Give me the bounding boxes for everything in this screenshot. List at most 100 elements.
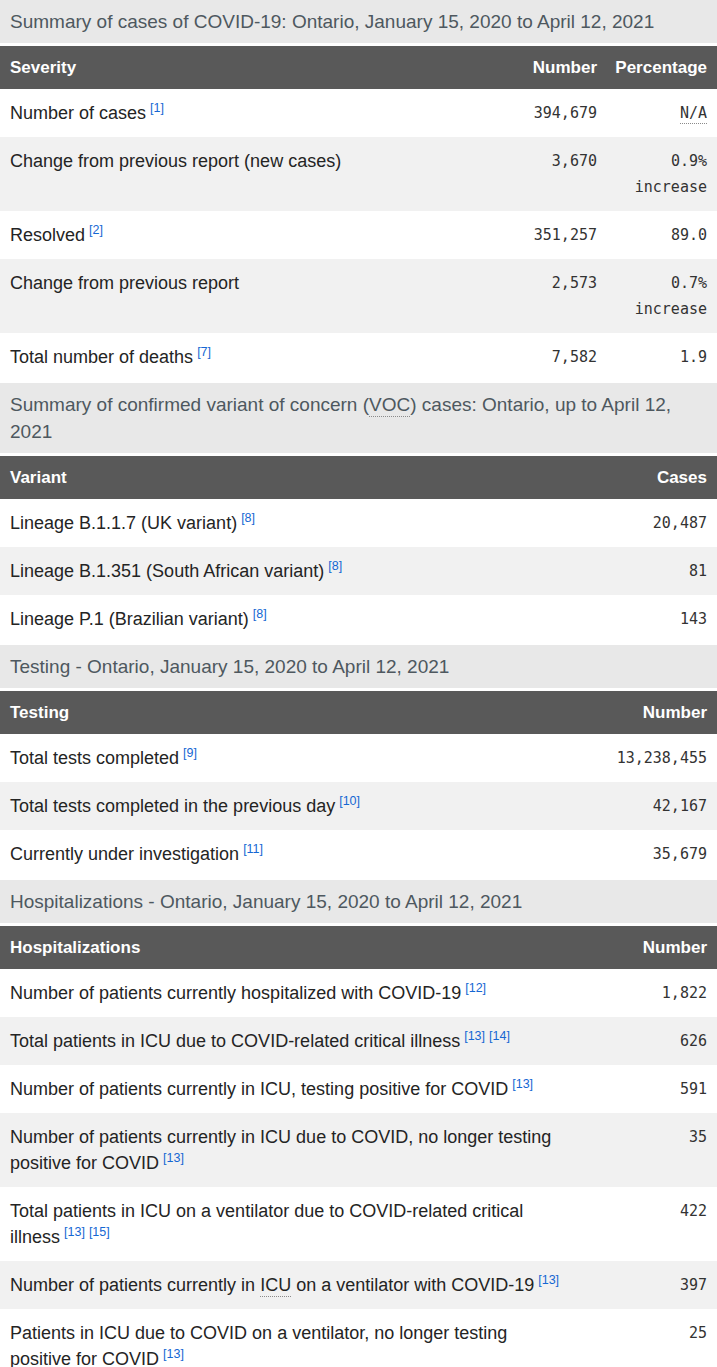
row-label-text: Number of cases xyxy=(10,103,146,123)
percentage-line: 0.7% xyxy=(597,270,707,296)
table-body: Number of patients currently hospitalize… xyxy=(0,969,717,1367)
row-label: Total patients in ICU due to COVID-relat… xyxy=(10,1028,577,1054)
value-percentage: 0.9%increase xyxy=(597,148,707,200)
footnote-ref[interactable]: [2] xyxy=(89,223,103,237)
footnote-ref[interactable]: [13] xyxy=(64,1225,85,1239)
footnote-ref[interactable]: [12] xyxy=(465,981,486,995)
column-header: Number xyxy=(577,700,707,725)
footnote-ref[interactable]: [8] xyxy=(253,607,267,621)
row-label: Patients in ICU due to COVID on a ventil… xyxy=(10,1320,577,1367)
hospitalizations-table: Hospitalizations - Ontario, January 15, … xyxy=(0,880,717,1367)
footnote-ref[interactable]: [1] xyxy=(150,101,164,115)
percentage-line: N/A xyxy=(597,100,707,126)
table-header-row: HospitalizationsNumber xyxy=(0,926,717,969)
value-number: 7,582 xyxy=(492,344,597,370)
row-label: Total tests completed [9] xyxy=(10,745,577,771)
value-number: 1,822 xyxy=(577,980,707,1006)
covid-summary-page: Summary of cases of COVID-19: Ontario, J… xyxy=(0,0,717,1367)
row-label-text: on a ventilator with COVID-19 xyxy=(291,1275,534,1295)
footnote-ref[interactable]: [13] xyxy=(163,1347,184,1361)
row-label-text: Total tests completed xyxy=(10,748,179,768)
percentage-line: 0.9% xyxy=(597,148,707,174)
table-caption: Testing - Ontario, January 15, 2020 to A… xyxy=(0,645,717,688)
percentage-text: 0.9% xyxy=(671,152,707,170)
table-row: Number of cases[1]394,679N/A xyxy=(0,89,717,137)
table-row: Patients in ICU due to COVID on a ventil… xyxy=(0,1309,717,1367)
table-row: Total patients in ICU due to COVID-relat… xyxy=(0,1017,717,1065)
value-number: 2,573 xyxy=(492,270,597,296)
value-number: 42,167 xyxy=(577,793,707,819)
value-percentage: 1.9 xyxy=(597,344,707,370)
table-header-row: SeverityNumberPercentage xyxy=(0,46,717,89)
row-label: Lineage B.1.1.7 (UK variant)[8] xyxy=(10,510,577,536)
table-body: Number of cases[1]394,679N/AChange from … xyxy=(0,89,717,381)
row-label-text: Total patients in ICU due to COVID-relat… xyxy=(10,1031,460,1051)
row-label-text: Lineage B.1.351 (South African variant) xyxy=(10,561,324,581)
column-header: Cases xyxy=(577,465,707,490)
value-number: 626 xyxy=(577,1028,707,1054)
value-number: 422 xyxy=(577,1198,707,1224)
row-label-text: Change from previous report xyxy=(10,273,239,293)
footnote-ref[interactable]: [8] xyxy=(241,511,255,525)
row-label: Lineage P.1 (Brazilian variant) [8] xyxy=(10,606,577,632)
value-number: 35,679 xyxy=(577,841,707,867)
table-row: Resolved [2] 351,25789.0 xyxy=(0,211,717,259)
row-label: Currently under investigation [11] xyxy=(10,841,577,867)
table-row: Change from previous report 2,5730.7% incr… xyxy=(0,259,717,333)
table-row: Lineage P.1 (Brazilian variant)[8]143 xyxy=(0,595,717,643)
row-label-text: Currently under investigation xyxy=(10,844,239,864)
caption-text: Summary of cases of COVID-19: Ontario, J… xyxy=(10,11,654,32)
table-caption: Hospitalizations - Ontario, January 15, … xyxy=(0,880,717,923)
footnote-ref[interactable]: [13] xyxy=(464,1029,485,1043)
table-body: Total tests completed[9]13,238,455Total … xyxy=(0,734,717,878)
value-percentage: N/A xyxy=(597,100,707,126)
column-header: Number xyxy=(577,935,707,960)
percentage-line: increase xyxy=(597,296,707,322)
row-label-text: Number of patients currently in xyxy=(10,1275,260,1295)
percentage-line: 89.0 xyxy=(597,222,707,248)
row-label-text: Total number of deaths xyxy=(10,347,193,367)
row-label: Number of patients currently in ICU on a… xyxy=(10,1272,577,1298)
footnote-ref[interactable]: [15] xyxy=(89,1225,110,1239)
table-row: Currently under investigation [11] 35,679 xyxy=(0,830,717,878)
table-row: Number of patients currently in ICU, tes… xyxy=(0,1065,717,1113)
value-number: 81 xyxy=(577,558,707,584)
row-label-text: Lineage P.1 (Brazilian variant) xyxy=(10,609,249,629)
table-header-row: TestingNumber xyxy=(0,691,717,734)
row-label: Number of cases [1] xyxy=(10,100,492,126)
table-row: Number of patients currently in ICU on a… xyxy=(0,1261,717,1309)
table-row: Number of patients currently in ICU due … xyxy=(0,1113,717,1187)
footnote-ref[interactable]: [14] xyxy=(489,1029,510,1043)
cases-summary-table: Summary of cases of COVID-19: Ontario, J… xyxy=(0,0,717,381)
footnote-ref[interactable]: [11] xyxy=(243,842,263,856)
row-label: Total tests completed in the previous da… xyxy=(10,793,577,819)
footnote-ref[interactable]: [13] xyxy=(163,1151,184,1165)
row-label-text: Number of patients currently in ICU due … xyxy=(10,1127,551,1173)
percentage-text: increase xyxy=(635,300,707,318)
footnote-ref[interactable]: [9] xyxy=(183,746,197,760)
column-header: Number xyxy=(492,55,597,80)
column-header: Percentage xyxy=(597,55,707,80)
footnote-ref[interactable]: [13] xyxy=(538,1273,559,1287)
footnote-ref[interactable]: [8] xyxy=(328,559,342,573)
row-label: Change from previous report (new cases) xyxy=(10,148,492,174)
table-row: Lineage B.1.1.7 (UK variant)[8]20,487 xyxy=(0,499,717,547)
table-row: Total tests completed[9]13,238,455 xyxy=(0,734,717,782)
row-label: Number of patients currently hospitalize… xyxy=(10,980,577,1006)
table-caption: Summary of cases of COVID-19: Ontario, J… xyxy=(0,0,717,43)
row-label: Change from previous report xyxy=(10,270,492,296)
table-row: Lineage B.1.351 (South African variant) [… xyxy=(0,547,717,595)
column-header: Testing xyxy=(10,700,577,725)
footnote-ref[interactable]: [10] xyxy=(339,794,360,808)
value-number: 591 xyxy=(577,1076,707,1102)
value-number: 351,257 xyxy=(492,222,597,248)
abbr-term: N/A xyxy=(680,104,707,124)
table-row: Change from previous report (new cases)3… xyxy=(0,137,717,211)
row-label-text: Number of patients currently hospitalize… xyxy=(10,983,461,1003)
abbr-term: VOC xyxy=(369,394,410,417)
footnote-ref[interactable]: [7] xyxy=(197,345,211,359)
row-label-text: Resolved xyxy=(10,225,85,245)
table-body: Lineage B.1.1.7 (UK variant)[8]20,487Lin… xyxy=(0,499,717,643)
abbr-term: ICU xyxy=(260,1275,291,1297)
footnote-ref[interactable]: [13] xyxy=(512,1077,533,1091)
